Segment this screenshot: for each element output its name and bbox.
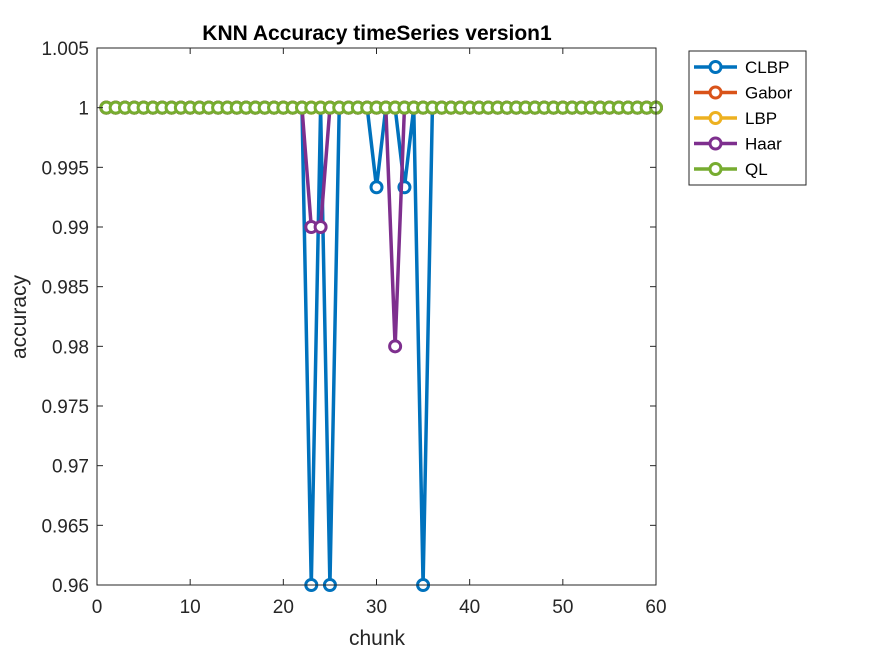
plot-area (97, 48, 656, 585)
y-tick-label: 0.965 (41, 516, 89, 537)
series-ql (99, 100, 663, 115)
x-tick-label: 20 (273, 597, 294, 618)
x-tick-label: 0 (92, 597, 103, 618)
x-tick-label: 40 (459, 597, 480, 618)
legend-swatch-marker (708, 111, 723, 125)
y-tick-label: 0.975 (41, 397, 89, 418)
legend-label: CLBP (745, 58, 789, 77)
chart-title: KNN Accuracy timeSeries version1 (202, 22, 552, 45)
x-tick-label: 10 (180, 597, 201, 618)
legend-swatch-marker (708, 162, 723, 176)
data-point (369, 180, 384, 195)
x-tick-label: 60 (645, 597, 666, 618)
legend-label: Gabor (745, 84, 793, 103)
legend-item-gabor: Gabor (694, 84, 793, 103)
y-tick-label: 0.96 (52, 576, 89, 597)
legend-label: LBP (745, 109, 777, 128)
legend-swatch-marker (708, 85, 723, 100)
data-point (388, 339, 403, 354)
y-axis-label: accuracy (8, 274, 31, 359)
legend: CLBP Gabor LBP Haar QL (688, 50, 807, 186)
legend-item-ql: QL (694, 160, 768, 179)
x-axis-label: chunk (349, 627, 406, 650)
y-tick-label: 0.97 (52, 457, 89, 478)
legend-swatch-marker (708, 60, 723, 74)
x-tick-label: 50 (552, 597, 573, 618)
y-tick-label: 0.995 (41, 158, 89, 179)
y-tick-label: 1.005 (41, 39, 89, 60)
y-tick-label: 0.98 (52, 337, 89, 358)
legend-label: Haar (745, 135, 782, 154)
y-tick-label: 1 (78, 99, 89, 120)
axis-layer: 0 10 20 30 40 50 60 0.96 0.965 0.97 0.975 0.98 0.985… (41, 39, 666, 618)
legend-item-lbp: LBP (694, 109, 777, 128)
legend-item-clbp: CLBP (694, 58, 789, 77)
y-tick-label: 0.99 (52, 218, 89, 239)
legend-item-haar: Haar (694, 135, 782, 154)
x-tick-label: 30 (366, 597, 387, 618)
data-point (313, 220, 328, 234)
series-layer (99, 100, 663, 592)
y-tick-label: 0.985 (41, 278, 89, 299)
legend-swatch-marker (708, 136, 723, 151)
legend-label: QL (745, 160, 768, 179)
